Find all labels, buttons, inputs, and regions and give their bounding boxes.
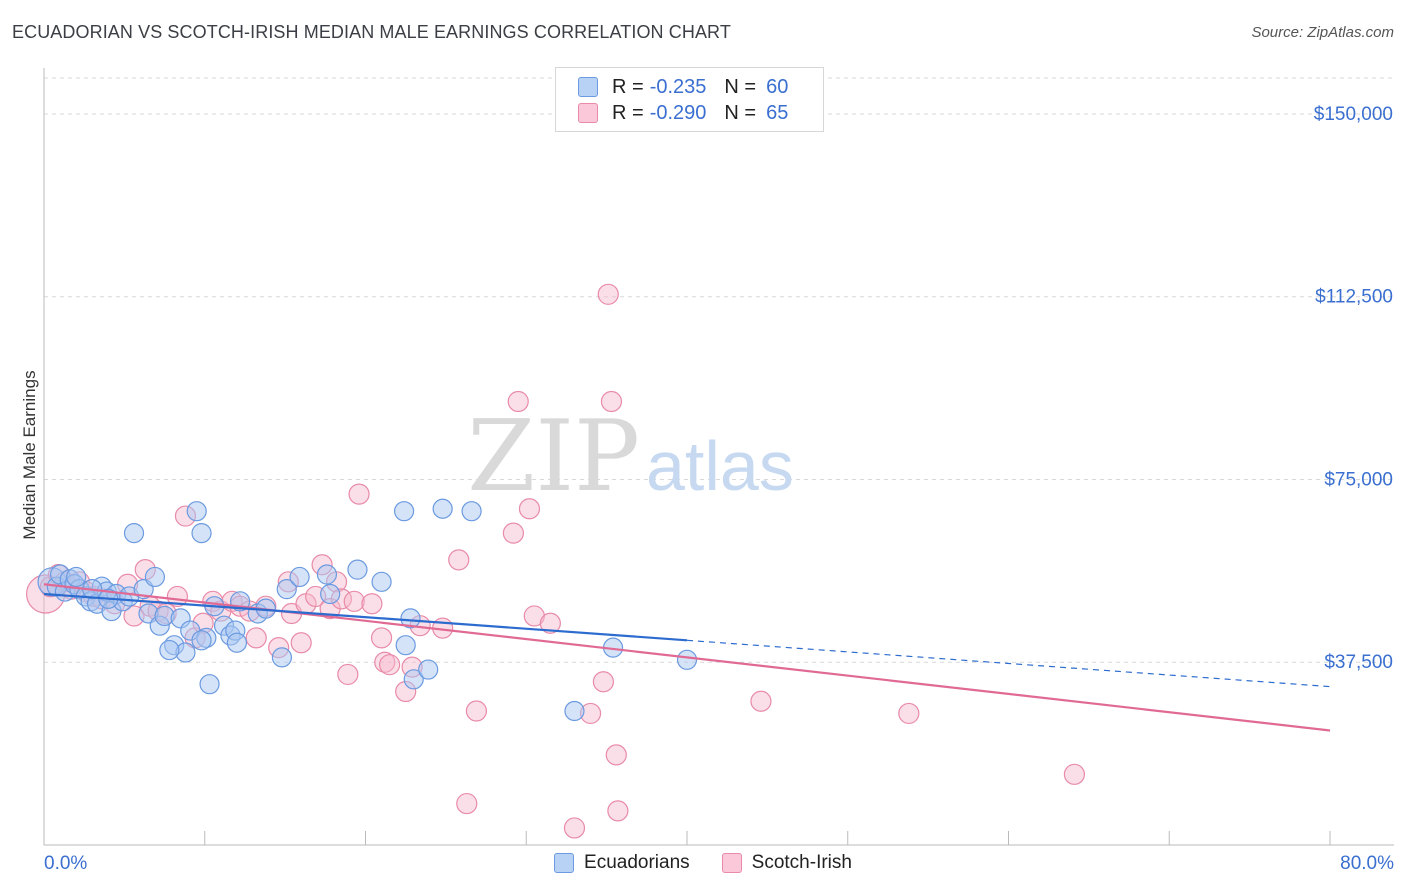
ecuadorian-point bbox=[271, 647, 293, 668]
y-tick-label: $150,000 bbox=[1314, 104, 1393, 125]
ecuadorian-point bbox=[191, 523, 212, 544]
scotch-irish-point bbox=[343, 590, 365, 612]
watermark-zip: ZIP bbox=[467, 400, 640, 514]
ecuadorian-point bbox=[393, 501, 415, 522]
scotch-irish-point bbox=[605, 744, 627, 766]
n-label: N = bbox=[724, 75, 757, 98]
ecuadorian-point bbox=[432, 498, 453, 519]
x-tick-label: 0.0% bbox=[44, 853, 87, 874]
series-legend: Ecuadorians Scotch-Irish bbox=[0, 852, 1406, 874]
scotch-irish-point bbox=[465, 700, 488, 722]
ecuadorian-point bbox=[276, 579, 297, 600]
y-tick-label: $112,500 bbox=[1315, 287, 1393, 308]
scotch-irish-point bbox=[898, 702, 920, 725]
ecuadorian-point bbox=[159, 639, 180, 661]
legend-label: Scotch-Irish bbox=[751, 852, 852, 873]
ecuadorian-point bbox=[347, 559, 368, 580]
pink-swatch bbox=[578, 103, 598, 123]
scotch-irish-point bbox=[518, 498, 541, 520]
scotch-irish-point bbox=[592, 671, 615, 693]
ecuadorian-trend-line bbox=[43, 592, 688, 642]
r-value: -0.290 bbox=[649, 101, 707, 124]
n-value: 65 bbox=[766, 101, 789, 124]
scotch-irish-point bbox=[361, 593, 383, 615]
ecuadorian-point bbox=[316, 564, 338, 585]
scotch-irish-point bbox=[607, 800, 629, 822]
n-label: N = bbox=[724, 101, 757, 124]
ecuadorian-point bbox=[461, 501, 482, 522]
source-label: Source: ZipAtlas.com bbox=[1251, 24, 1394, 41]
scotch-irish-point bbox=[370, 627, 393, 649]
r-value: -0.235 bbox=[649, 75, 707, 98]
axes bbox=[43, 68, 1394, 846]
legend-item-scotch-irish[interactable]: Scotch-Irish bbox=[721, 852, 852, 874]
ecuadorian-point bbox=[123, 523, 145, 544]
ecuadorian-point bbox=[403, 669, 424, 690]
y-tick-label: $37,500 bbox=[1324, 652, 1393, 673]
legend-item-ecuadorians[interactable]: Ecuadorians bbox=[554, 852, 690, 874]
scotch-irish-points bbox=[26, 283, 1086, 839]
scotch-irish-point bbox=[750, 690, 772, 712]
scotch-irish-point bbox=[600, 390, 623, 413]
scotch-irish-point bbox=[502, 522, 524, 544]
ecuadorian-point bbox=[676, 649, 698, 670]
watermark: ZIP atlas bbox=[467, 400, 794, 514]
scotch-irish-point bbox=[448, 549, 470, 571]
ecuadorian-point bbox=[418, 659, 439, 680]
scotch-irish-point bbox=[245, 627, 267, 649]
scotch-irish-point bbox=[379, 654, 401, 676]
ecuadorian-point bbox=[289, 566, 310, 588]
trend-lines bbox=[43, 583, 1331, 732]
scotch-irish-point bbox=[456, 792, 478, 815]
correlation-legend: R = -0.235 N = 60 R = -0.290 N = 65 bbox=[555, 67, 824, 132]
ecuadorian-point bbox=[371, 571, 392, 592]
legend-row-ecuadorians: R = -0.235 N = 60 bbox=[578, 75, 788, 99]
ecuadorian-point bbox=[144, 566, 166, 588]
blue-swatch bbox=[578, 77, 598, 97]
ecuadorian-point bbox=[400, 608, 421, 629]
ecuadorian-point bbox=[66, 566, 87, 588]
scotch-irish-point bbox=[290, 632, 312, 654]
pink-swatch bbox=[721, 853, 742, 873]
x-tick-label: 80.0% bbox=[1340, 853, 1394, 874]
scotch-irish-trend-line bbox=[43, 583, 1331, 732]
scotch-irish-point bbox=[348, 483, 370, 505]
ecuadorian-point bbox=[395, 635, 416, 656]
gridlines bbox=[44, 77, 1394, 663]
scotch-irish-point bbox=[563, 817, 586, 839]
ecuadorian-point bbox=[191, 630, 212, 651]
ecuadorian-point bbox=[186, 501, 207, 522]
watermark-atlas: atlas bbox=[646, 427, 794, 505]
scotch-irish-point bbox=[597, 283, 619, 305]
legend-label: Ecuadorians bbox=[584, 852, 690, 873]
scotch-irish-point bbox=[166, 585, 189, 608]
scotch-irish-point bbox=[1063, 763, 1086, 785]
r-label: R = bbox=[612, 101, 644, 124]
scotch-irish-point bbox=[507, 390, 529, 413]
ecuadorian-point bbox=[320, 583, 341, 605]
ecuadorian-point bbox=[226, 632, 247, 653]
ecuadorian-trend-extension bbox=[686, 639, 1331, 688]
ecuadorian-point bbox=[564, 700, 585, 722]
legend-row-scotch-irish: R = -0.290 N = 65 bbox=[578, 101, 788, 125]
chart-title: ECUADORIAN VS SCOTCH-IRISH MEDIAN MALE E… bbox=[12, 22, 731, 42]
r-label: R = bbox=[612, 75, 644, 98]
y-tick-label: $75,000 bbox=[1324, 469, 1393, 490]
tick-labels: $37,500 $75,000 $112,500 $150,000 0.0% 80.0% bbox=[44, 104, 1394, 874]
blue-swatch bbox=[554, 853, 575, 873]
scotch-irish-point bbox=[337, 663, 359, 686]
ecuadorian-point bbox=[199, 674, 220, 695]
n-value: 60 bbox=[766, 75, 789, 98]
scotch-irish-point bbox=[539, 612, 561, 634]
